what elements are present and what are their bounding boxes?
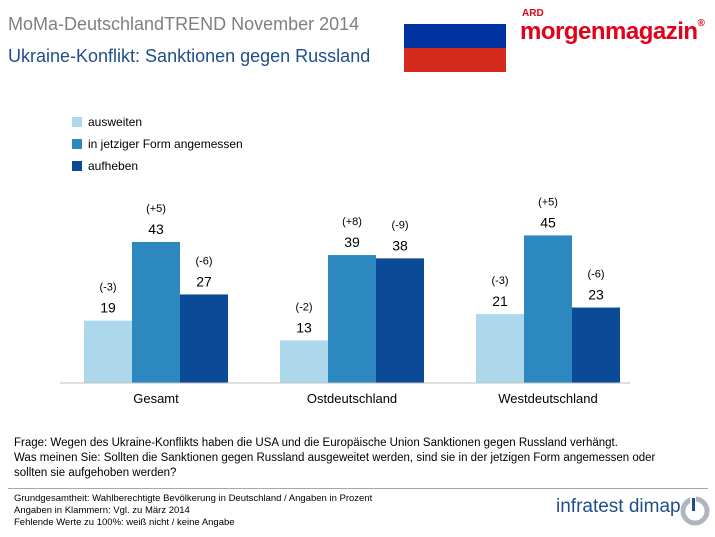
question-line-1: Frage: Wegen des Ukraine-Konflikts haben… <box>14 437 618 449</box>
data-label-0-0: 19 <box>100 300 116 316</box>
category-label-1: Ostdeutschland <box>307 391 397 406</box>
legend-label-0: ausweiten <box>88 115 142 129</box>
brand-morgenmagazin: morgenmagazin® <box>520 18 705 46</box>
footnote-2: Angaben in Klammern: Vgl. zu März 2014 <box>14 505 190 516</box>
bar-0-2 <box>180 294 228 383</box>
data-label-0-1: 43 <box>148 221 164 237</box>
question-line-2: Was meinen Sie: Sollten die Sanktionen g… <box>14 452 656 464</box>
change-label-2-1: (+5) <box>538 196 558 208</box>
footer-divider <box>8 488 708 489</box>
data-label-1-1: 39 <box>344 234 360 250</box>
russia-flag-image <box>404 0 506 72</box>
legend-label-1: in jetziger Form angemessen <box>88 137 243 151</box>
legend-swatch-1 <box>72 139 82 149</box>
data-label-1-0: 13 <box>296 319 312 335</box>
bar-1-2 <box>376 258 424 383</box>
bar-1-0 <box>280 340 328 383</box>
flag-stripe-red <box>404 48 506 72</box>
category-label-0: Gesamt <box>133 391 179 406</box>
bar-2-2 <box>572 307 620 383</box>
survey-question: Frage: Wegen des Ukraine-Konflikts haben… <box>14 436 704 481</box>
bar-0-0 <box>84 320 132 383</box>
change-label-0-0: (-3) <box>99 282 116 294</box>
brand-ard: ARD <box>522 8 544 19</box>
flag-stripe-blue <box>404 24 506 48</box>
change-label-2-0: (-3) <box>491 275 508 287</box>
brand-registered: ® <box>697 18 705 29</box>
data-label-2-2: 23 <box>588 287 604 303</box>
data-label-2-0: 21 <box>492 293 508 309</box>
change-label-2-2: (-6) <box>587 269 604 281</box>
legend-label-2: aufheben <box>88 159 138 173</box>
bar-chart: ausweiten in jetziger Form angemessen aufh… <box>60 115 630 406</box>
bar-0-1 <box>132 241 180 383</box>
change-label-0-1: (+5) <box>146 203 166 215</box>
change-label-1-0: (-2) <box>295 301 312 313</box>
morgenmagazin-logo: ARD morgenmagazin® <box>520 8 710 58</box>
bar-2-1 <box>524 235 572 383</box>
footnote-1: Grundgesamtheit: Wahlberechtigte Bevölke… <box>14 493 373 504</box>
change-label-1-1: (+8) <box>342 216 362 228</box>
flag-stripe-white <box>404 0 506 24</box>
legend-swatch-0 <box>72 117 82 127</box>
page-title: Ukraine-Konflikt: Sanktionen gegen Russl… <box>8 46 371 66</box>
footnote-3: Fehlende Werte zu 100%: weiß nicht / kei… <box>14 517 235 528</box>
brand-main-text: morgenmagazin <box>520 18 698 45</box>
data-label-1-2: 38 <box>392 237 408 253</box>
data-label-2-1: 45 <box>540 214 556 230</box>
category-label-2: Westdeutschland <box>498 391 598 406</box>
legend-swatch-2 <box>72 161 82 171</box>
infratest-dimap-logo-text: infratest dimap <box>556 496 681 517</box>
bar-1-1 <box>328 255 376 383</box>
bar-2-0 <box>476 314 524 383</box>
question-line-3: sollten sie aufgehoben werden? <box>14 467 177 479</box>
infratest-dimap-logo-icon <box>680 496 710 526</box>
change-label-1-2: (-9) <box>391 219 408 231</box>
change-label-0-2: (-6) <box>195 255 212 267</box>
data-label-0-2: 27 <box>196 273 212 289</box>
footnotes: Grundgesamtheit: Wahlberechtigte Bevölke… <box>14 493 372 529</box>
header-kicker: MoMa-DeutschlandTREND November 2014 <box>8 14 360 34</box>
